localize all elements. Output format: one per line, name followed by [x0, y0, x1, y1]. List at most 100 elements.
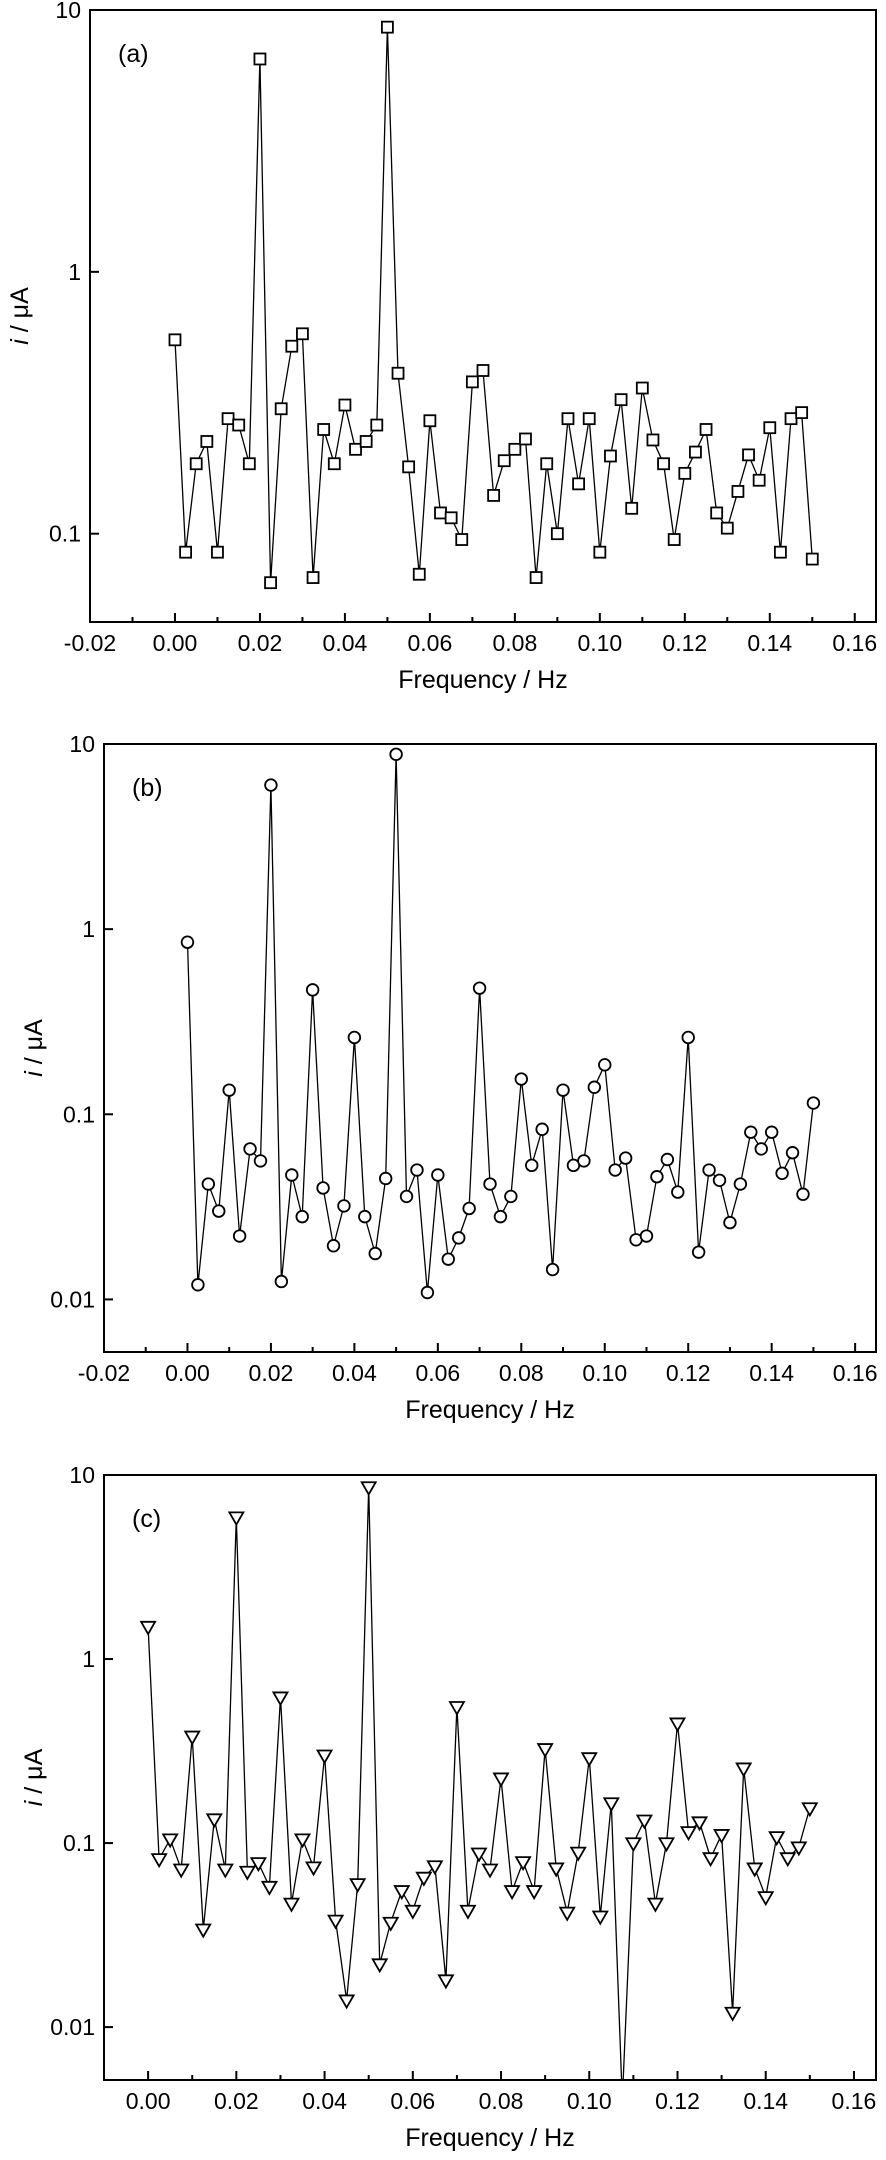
data-point-marker — [191, 1278, 205, 1292]
data-point-marker — [536, 1743, 554, 1759]
data-point-marker — [410, 1163, 424, 1177]
data-point-marker — [389, 747, 403, 761]
data-point-marker — [582, 412, 596, 426]
data-point-marker — [635, 381, 649, 395]
data-point-marker — [558, 1906, 576, 1922]
data-point-marker — [639, 1229, 654, 1243]
data-point-marker — [795, 406, 809, 420]
x-axis-title: Frequency / Hz — [405, 2124, 575, 2152]
data-point-marker — [561, 412, 575, 426]
data-point-marker — [746, 1862, 764, 1878]
data-point-marker — [431, 1168, 445, 1182]
x-tick-label: 0.08 — [479, 2088, 524, 2114]
x-axis-ticks — [103, 1343, 857, 1352]
data-point-marker — [646, 1897, 664, 1913]
data-point-marker — [587, 1080, 602, 1094]
data-point-marker — [381, 20, 394, 34]
data-point-marker — [591, 1910, 609, 1926]
data-point-marker — [724, 2006, 742, 2022]
data-markers — [139, 1481, 819, 2022]
y-axis-title: i / μA — [20, 1019, 48, 1077]
data-point-marker — [327, 457, 341, 471]
data-point-marker — [264, 576, 277, 590]
data-point-marker — [757, 1891, 775, 1907]
panel-tag: (a) — [118, 40, 149, 68]
data-point-marker — [282, 1897, 301, 1913]
data-markers — [180, 747, 821, 1300]
y-tick-label: 0.01 — [50, 1286, 95, 1312]
data-point-marker — [434, 506, 447, 520]
panel-b-chart: -0.02 0.00 0.02 0.04 0.06 0.08 0.10 0.12 0.14 0.1… — [20, 731, 878, 1424]
data-point-marker — [569, 1846, 587, 1862]
data-point-marker — [285, 339, 299, 353]
data-point-marker — [253, 52, 267, 66]
data-point-marker — [459, 1904, 477, 1920]
data-point-marker — [393, 1885, 411, 1901]
data-point-marker — [391, 366, 405, 380]
panel-a-chart: -0.02 0.00 0.02 0.04 0.06 0.08 0.10 0.12 0.14 0.1… — [6, 0, 877, 694]
data-point-marker — [690, 1816, 709, 1832]
y-tick-label: 0.1 — [63, 1830, 95, 1856]
data-point-marker — [370, 418, 384, 432]
x-tick-label: 0.06 — [390, 2088, 435, 2114]
data-point-marker — [519, 432, 532, 446]
data-point-marker — [260, 1880, 278, 1896]
data-point-marker — [545, 1262, 560, 1277]
data-point-marker — [752, 473, 766, 487]
data-point-marker — [483, 1177, 497, 1191]
data-point-marker — [200, 435, 214, 448]
data-point-marker — [497, 454, 511, 468]
x-axis-title: Frequency / Hz — [398, 666, 568, 694]
data-point-marker — [689, 445, 702, 459]
data-point-marker — [337, 1199, 351, 1213]
data-point-marker — [360, 1481, 378, 1497]
data-point-marker — [242, 457, 256, 471]
data-point-marker — [316, 1749, 334, 1765]
data-point-marker — [426, 1860, 444, 1876]
data-point-marker — [525, 1158, 539, 1173]
data-point-marker — [205, 1813, 223, 1829]
data-point-marker — [540, 457, 554, 471]
x-tick-label: -0.02 — [64, 630, 116, 656]
data-point-marker — [702, 1163, 716, 1177]
data-point-marker — [668, 1717, 687, 1733]
x-tick-label: 0.08 — [492, 630, 537, 656]
data-point-marker — [304, 1861, 323, 1877]
x-tick-label: 0.02 — [249, 1360, 294, 1386]
data-point-marker — [731, 485, 745, 498]
data-point-marker — [404, 1904, 422, 1920]
data-point-marker — [754, 1142, 768, 1156]
x-tick-label: 0.02 — [214, 2088, 259, 2114]
y-tick-label: 0.1 — [49, 521, 81, 547]
data-point-marker — [243, 1142, 257, 1156]
x-tick-label: 0.10 — [582, 1360, 627, 1386]
data-point-marker — [347, 1030, 362, 1045]
data-point-marker — [602, 1797, 620, 1813]
data-point-marker — [448, 1701, 466, 1717]
x-tick-label: -0.02 — [78, 1360, 130, 1386]
data-point-marker — [678, 466, 692, 480]
data-point-marker — [285, 1168, 299, 1182]
x-tick-label: 0.00 — [153, 630, 198, 656]
data-point-marker — [274, 1274, 289, 1289]
x-tick-label: 0.04 — [332, 1360, 377, 1386]
y-tick-label: 1 — [82, 1646, 95, 1672]
data-point-marker — [212, 1204, 226, 1218]
data-point-marker — [577, 1154, 591, 1168]
data-line — [147, 1486, 811, 2080]
data-point-marker — [556, 1083, 570, 1097]
y-tick-label: 0.01 — [50, 2014, 95, 2040]
data-point-marker — [681, 1030, 695, 1045]
plot-border — [89, 9, 877, 623]
data-point-marker — [305, 983, 320, 997]
data-point-marker — [444, 511, 458, 525]
data-point-marker — [492, 1772, 510, 1788]
data-point-marker — [723, 1215, 737, 1230]
data-point-marker — [441, 1252, 455, 1266]
data-point-marker — [691, 1245, 706, 1259]
x-tick-label: 0.12 — [666, 1360, 711, 1386]
data-point-marker — [201, 1177, 216, 1191]
data-point-marker — [271, 1691, 290, 1707]
data-point-marker — [232, 418, 246, 432]
data-point-marker — [221, 412, 235, 426]
